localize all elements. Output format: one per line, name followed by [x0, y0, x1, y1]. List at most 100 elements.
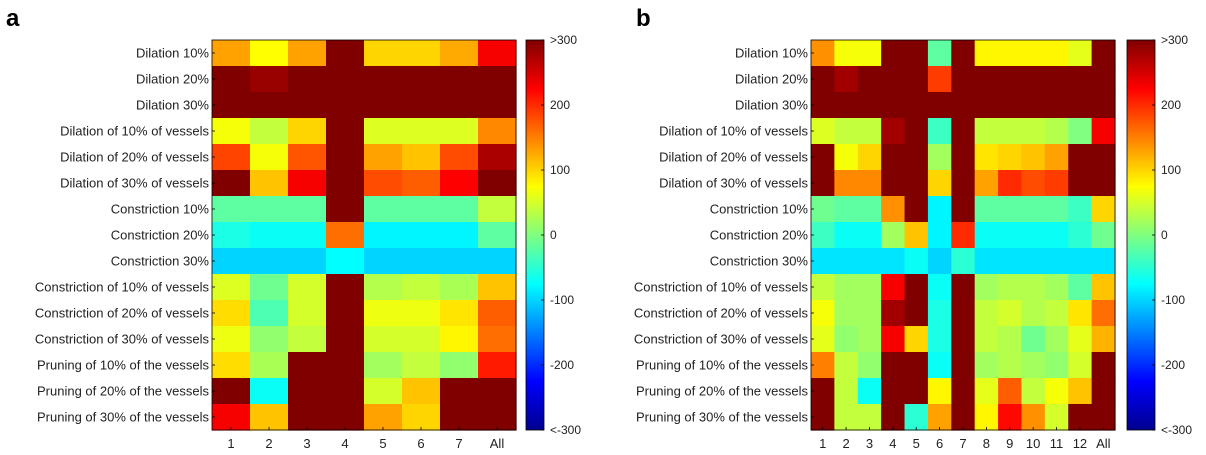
column-label: 7	[455, 436, 462, 451]
heat-cell	[1044, 66, 1069, 93]
heat-cell	[834, 222, 859, 249]
heat-cell	[402, 144, 441, 171]
heat-cell	[402, 404, 441, 431]
heat-cell	[250, 404, 289, 431]
row-labels-a: Dilation 10% Dilation 20% Dilation 30% Dila…	[35, 46, 215, 425]
heat-cell	[811, 196, 835, 223]
heat-cell	[904, 170, 929, 197]
heat-cell	[212, 300, 251, 327]
heat-cell	[478, 92, 517, 119]
row-label: Dilation 30%	[735, 98, 808, 113]
heat-cell	[904, 404, 929, 431]
heat-cell	[904, 352, 929, 379]
heat-cell	[326, 118, 365, 145]
heat-cell	[998, 170, 1023, 197]
heat-cell	[834, 352, 859, 379]
heat-cell	[288, 352, 327, 379]
heat-cell	[857, 170, 882, 197]
column-label: 1	[819, 436, 826, 451]
heat-cell	[250, 118, 289, 145]
heat-cell	[834, 300, 859, 327]
heat-cell	[326, 274, 365, 301]
heat-cell	[811, 66, 835, 93]
heat-cell	[974, 222, 999, 249]
heat-cell	[857, 326, 882, 353]
heat-cell	[326, 92, 365, 119]
heat-cell	[998, 144, 1023, 171]
heat-cell	[1091, 378, 1116, 405]
heat-cell	[288, 248, 327, 275]
heat-cell	[1091, 118, 1116, 145]
heat-cell	[857, 222, 882, 249]
panel-b: b Dilation 10%Dilation 20%Dilation 30%Di…	[634, 5, 1192, 451]
heat-cell	[402, 378, 441, 405]
heat-cell	[1068, 196, 1093, 223]
heat-cell	[974, 92, 999, 119]
heat-cell	[440, 118, 479, 145]
heat-cell	[834, 118, 859, 145]
heat-cell	[927, 222, 952, 249]
heat-cell	[1021, 222, 1046, 249]
heat-cell	[857, 378, 882, 405]
heat-cell	[364, 144, 403, 171]
heat-cell	[998, 118, 1023, 145]
colorbar-b: >300 200 100 0 -100 -200 <-300	[1126, 33, 1192, 437]
heat-cell	[881, 92, 906, 119]
row-label: Pruning of 30% of the vessels	[37, 410, 209, 425]
heat-cell	[834, 378, 859, 405]
heat-cell	[834, 196, 859, 223]
heat-cell	[212, 92, 251, 119]
heat-cell	[440, 222, 479, 249]
heat-cell	[904, 326, 929, 353]
heat-cell	[1021, 326, 1046, 353]
heat-cell	[951, 404, 976, 431]
heat-cell	[212, 222, 251, 249]
heat-cell	[857, 248, 882, 275]
heat-cell	[1068, 92, 1093, 119]
heat-cell	[250, 274, 289, 301]
row-label: Dilation 30%	[136, 98, 209, 113]
colorbar-tick-label: <-300	[550, 423, 581, 437]
heat-cell	[1068, 144, 1093, 171]
row-label: Dilation of 20% of vessels	[60, 150, 209, 165]
column-label: 6	[936, 436, 943, 451]
heat-cell	[326, 300, 365, 327]
heat-cell	[326, 222, 365, 249]
heat-cell	[834, 274, 859, 301]
colorbar-tick-label: -100	[1161, 293, 1185, 307]
heat-cell	[951, 170, 976, 197]
heat-cell	[288, 118, 327, 145]
row-label: Constriction of 30% of vessels	[35, 332, 210, 347]
row-label: Dilation of 30% of vessels	[60, 176, 209, 191]
heat-cell	[951, 378, 976, 405]
heat-cell	[478, 326, 517, 353]
heat-cell	[250, 170, 289, 197]
heat-cell	[326, 40, 365, 67]
heat-cell	[1044, 222, 1069, 249]
heat-cell	[904, 144, 929, 171]
colorbar-tick-label: 100	[1161, 163, 1181, 177]
heat-cell	[857, 196, 882, 223]
heat-cell	[1044, 118, 1069, 145]
heat-cell	[998, 248, 1023, 275]
column-label: 2	[265, 436, 272, 451]
heat-cell	[857, 300, 882, 327]
heat-cell	[998, 222, 1023, 249]
heat-cell	[904, 40, 929, 67]
heat-cell	[1091, 144, 1116, 171]
row-label: Dilation of 30% of vessels	[659, 176, 808, 191]
heat-cell	[402, 196, 441, 223]
heat-cell	[974, 144, 999, 171]
heat-cell	[881, 170, 906, 197]
heat-cell	[951, 40, 976, 67]
row-label: Constriction 20%	[111, 228, 210, 243]
heat-cell	[834, 404, 859, 431]
heat-cell	[927, 404, 952, 431]
colorbar-tick-label: 0	[1161, 228, 1168, 242]
heat-cell	[927, 40, 952, 67]
row-label: Constriction of 10% of vessels	[35, 280, 210, 295]
heatmap-b	[811, 40, 1116, 431]
heat-cell	[811, 378, 835, 405]
heat-cell	[811, 222, 835, 249]
